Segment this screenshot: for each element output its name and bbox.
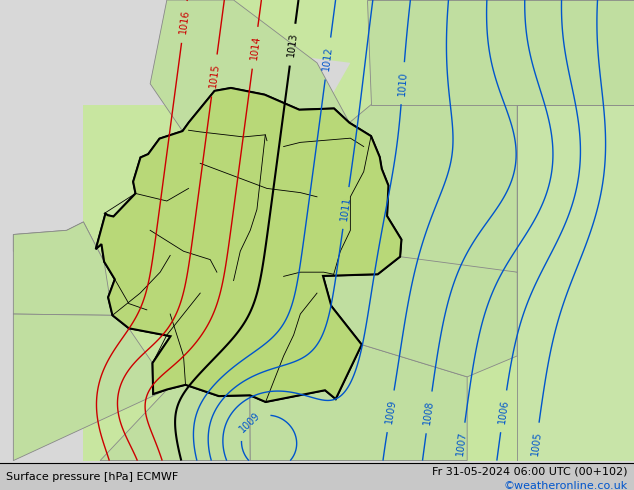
Polygon shape	[150, 0, 349, 131]
Text: 1006: 1006	[497, 398, 510, 424]
Polygon shape	[349, 105, 517, 272]
Text: 1009: 1009	[384, 398, 398, 424]
Text: 1014: 1014	[249, 35, 262, 61]
Polygon shape	[517, 105, 634, 461]
Text: 1015: 1015	[208, 63, 221, 88]
Polygon shape	[13, 314, 167, 461]
Polygon shape	[367, 0, 634, 105]
Text: 1009: 1009	[238, 410, 262, 434]
Polygon shape	[84, 0, 634, 461]
Text: 1012: 1012	[321, 46, 334, 72]
Text: ©weatheronline.co.uk: ©weatheronline.co.uk	[503, 481, 628, 490]
Text: 1005: 1005	[529, 431, 543, 457]
Text: 1013: 1013	[286, 32, 299, 57]
Polygon shape	[84, 0, 183, 105]
Polygon shape	[96, 88, 401, 402]
Text: 1007: 1007	[455, 431, 469, 457]
Polygon shape	[323, 240, 517, 377]
Text: 1016: 1016	[178, 9, 191, 35]
Polygon shape	[13, 222, 104, 281]
Polygon shape	[250, 344, 467, 461]
Text: 1008: 1008	[422, 400, 436, 425]
Polygon shape	[100, 385, 250, 461]
Polygon shape	[200, 50, 351, 92]
Polygon shape	[96, 88, 401, 402]
Polygon shape	[13, 222, 112, 315]
Text: 1010: 1010	[397, 71, 409, 96]
Text: Surface pressure [hPa] ECMWF: Surface pressure [hPa] ECMWF	[6, 471, 179, 482]
Text: 1011: 1011	[339, 195, 353, 221]
Text: Fr 31-05-2024 06:00 UTC (00+102): Fr 31-05-2024 06:00 UTC (00+102)	[432, 466, 628, 476]
